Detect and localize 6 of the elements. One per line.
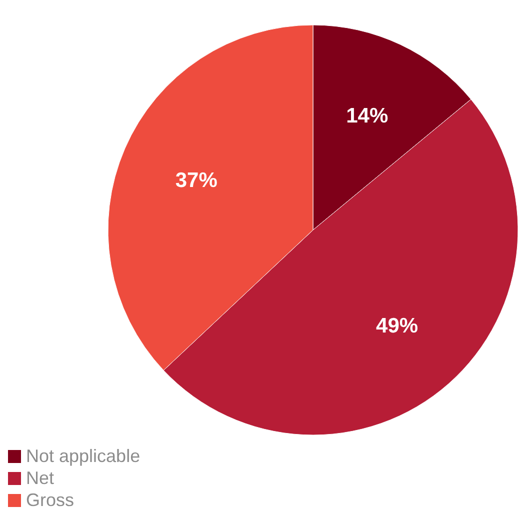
data-label: 49% — [376, 314, 418, 338]
legend-label: Net — [26, 468, 54, 488]
data-label: 14% — [346, 104, 388, 128]
data-label: 37% — [175, 168, 218, 192]
legend-label: Gross — [26, 490, 74, 510]
legend-label: Not applicable — [26, 446, 140, 466]
